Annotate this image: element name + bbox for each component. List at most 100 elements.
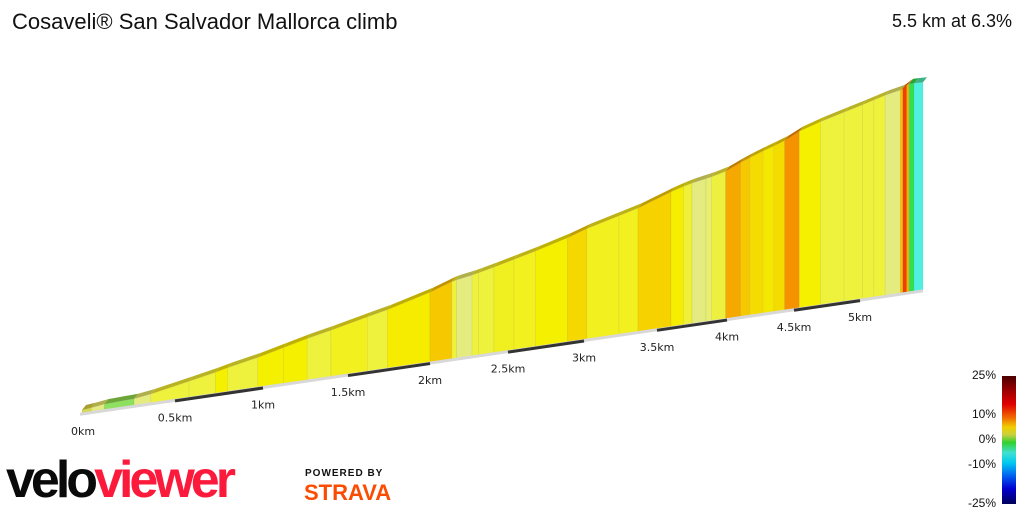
strava-logo: STRAVA (304, 480, 392, 505)
profile-segment (456, 274, 473, 359)
profile-segment-ridge (773, 135, 789, 146)
profile-segment (902, 84, 907, 294)
profile-segment (884, 89, 901, 296)
profile-segment-ridge (586, 210, 624, 229)
tick-label: 4.5km (777, 321, 812, 334)
profile-segment-ridge (909, 78, 919, 84)
profile-segment (493, 258, 515, 354)
profile-segment-ridge (873, 90, 890, 100)
tick-label: 0.5km (158, 411, 193, 424)
profile-segment-ridge (104, 393, 139, 405)
profile-segment (478, 266, 495, 356)
legend-label: -25% (967, 496, 996, 510)
profile-segment-ridge (215, 362, 232, 373)
tick-label: 2km (418, 374, 442, 387)
profile-segment-ridge (189, 367, 220, 382)
profile-segment (387, 291, 431, 369)
profile-segment-ridge (367, 304, 392, 317)
axis-band (347, 362, 431, 378)
profile-segment-ridge (451, 274, 461, 282)
profile-segment-ridge (91, 399, 109, 408)
profile-segment (451, 279, 457, 360)
profile-segment-ridge (567, 223, 591, 238)
profile-segment (670, 185, 684, 328)
profile-segment (762, 145, 775, 314)
gradient-legend: 25% 10% 0% -10% -25% (940, 368, 1024, 512)
profile-segment-ridge (387, 287, 434, 310)
gradient-colorbar (1002, 376, 1016, 504)
profile-segment (705, 176, 712, 322)
profile-segment-ridge (150, 376, 194, 395)
profile-segment (535, 237, 568, 347)
profile-segment-ridge (307, 325, 335, 339)
profile-segment (900, 88, 904, 294)
profile-segment-ridge (711, 166, 730, 177)
profile-segment (618, 207, 639, 335)
profile-segment-ridge (725, 157, 745, 172)
profile-segment-ridge (914, 77, 927, 84)
profile-segment (691, 178, 707, 325)
logo-velo: velo (6, 451, 98, 509)
profile-segment-ridge (472, 267, 483, 276)
profile-segment (566, 228, 588, 343)
distance-axis (79, 289, 924, 416)
profile-segment (873, 94, 886, 298)
chart-title: Cosaveli® San Salvador Mallorca climb (12, 9, 398, 34)
profile-segment-ridge (844, 99, 867, 113)
profile-segment (513, 250, 536, 351)
profile-segment (913, 81, 924, 292)
profile-segment-ridge (799, 116, 825, 132)
profile-segment (306, 329, 332, 381)
profile-segment-ridge (900, 83, 907, 91)
profile-segment-ridge (227, 352, 262, 368)
profile-segment-ridge (749, 145, 768, 158)
profile-segment (637, 191, 672, 332)
profile-segment (586, 215, 620, 340)
profile-segment-ridge (763, 140, 778, 151)
profile-segment-ridge (257, 342, 288, 358)
tick-label: 0km (71, 425, 95, 438)
profile-segment (862, 99, 875, 300)
axis-band (656, 318, 728, 332)
profile-segment (773, 140, 785, 313)
profile-segment-ridge (862, 94, 878, 105)
profile-segment-ridge (331, 311, 372, 331)
tick-label: 2.5km (491, 363, 526, 376)
profile-segment-ridge (671, 181, 688, 192)
profile-segment-ridge (638, 186, 675, 209)
profile-segment-ridge (514, 246, 540, 260)
profile-segment-ridge (692, 173, 710, 184)
profile-segment (820, 111, 845, 306)
profile-segment-ridge (706, 171, 716, 179)
distance-tick-labels: 0km 0.5km 1km 1.5km 2km 2.5km 3km 3.5km 4km 4.5km… (71, 311, 872, 438)
veloviewer-logo: veloviewer (6, 451, 236, 509)
legend-label: 25% (971, 368, 996, 382)
profile-segments (81, 77, 927, 414)
profile-segment-ridge (283, 333, 312, 348)
profile-segment-ridge (885, 85, 905, 96)
profile-segment (798, 121, 821, 309)
profile-segment-ridge (902, 80, 911, 89)
profile-segment-ridge (82, 402, 96, 410)
profile-segment (749, 150, 764, 316)
tick-label: 3.5km (640, 341, 675, 354)
profile-segment-ridge (493, 254, 519, 268)
axis-band (507, 339, 585, 354)
logo-viewer: viewer (94, 451, 236, 509)
profile-segment (784, 130, 800, 311)
profile-segment-ridge (619, 203, 643, 216)
profile-segment (740, 157, 751, 317)
profile-segment-ridge (683, 178, 696, 187)
axis-band (793, 299, 861, 312)
profile-segment (843, 104, 863, 302)
legend-label: 10% (971, 407, 996, 421)
profile-segment (908, 82, 915, 293)
profile-segment-ridge (906, 78, 914, 86)
profile-segment (471, 272, 479, 357)
profile-segment (367, 309, 388, 372)
tick-label: 5km (848, 311, 872, 324)
tick-label: 3km (572, 352, 596, 365)
tick-label: 1.5km (331, 386, 366, 399)
profile-segment (683, 182, 693, 326)
